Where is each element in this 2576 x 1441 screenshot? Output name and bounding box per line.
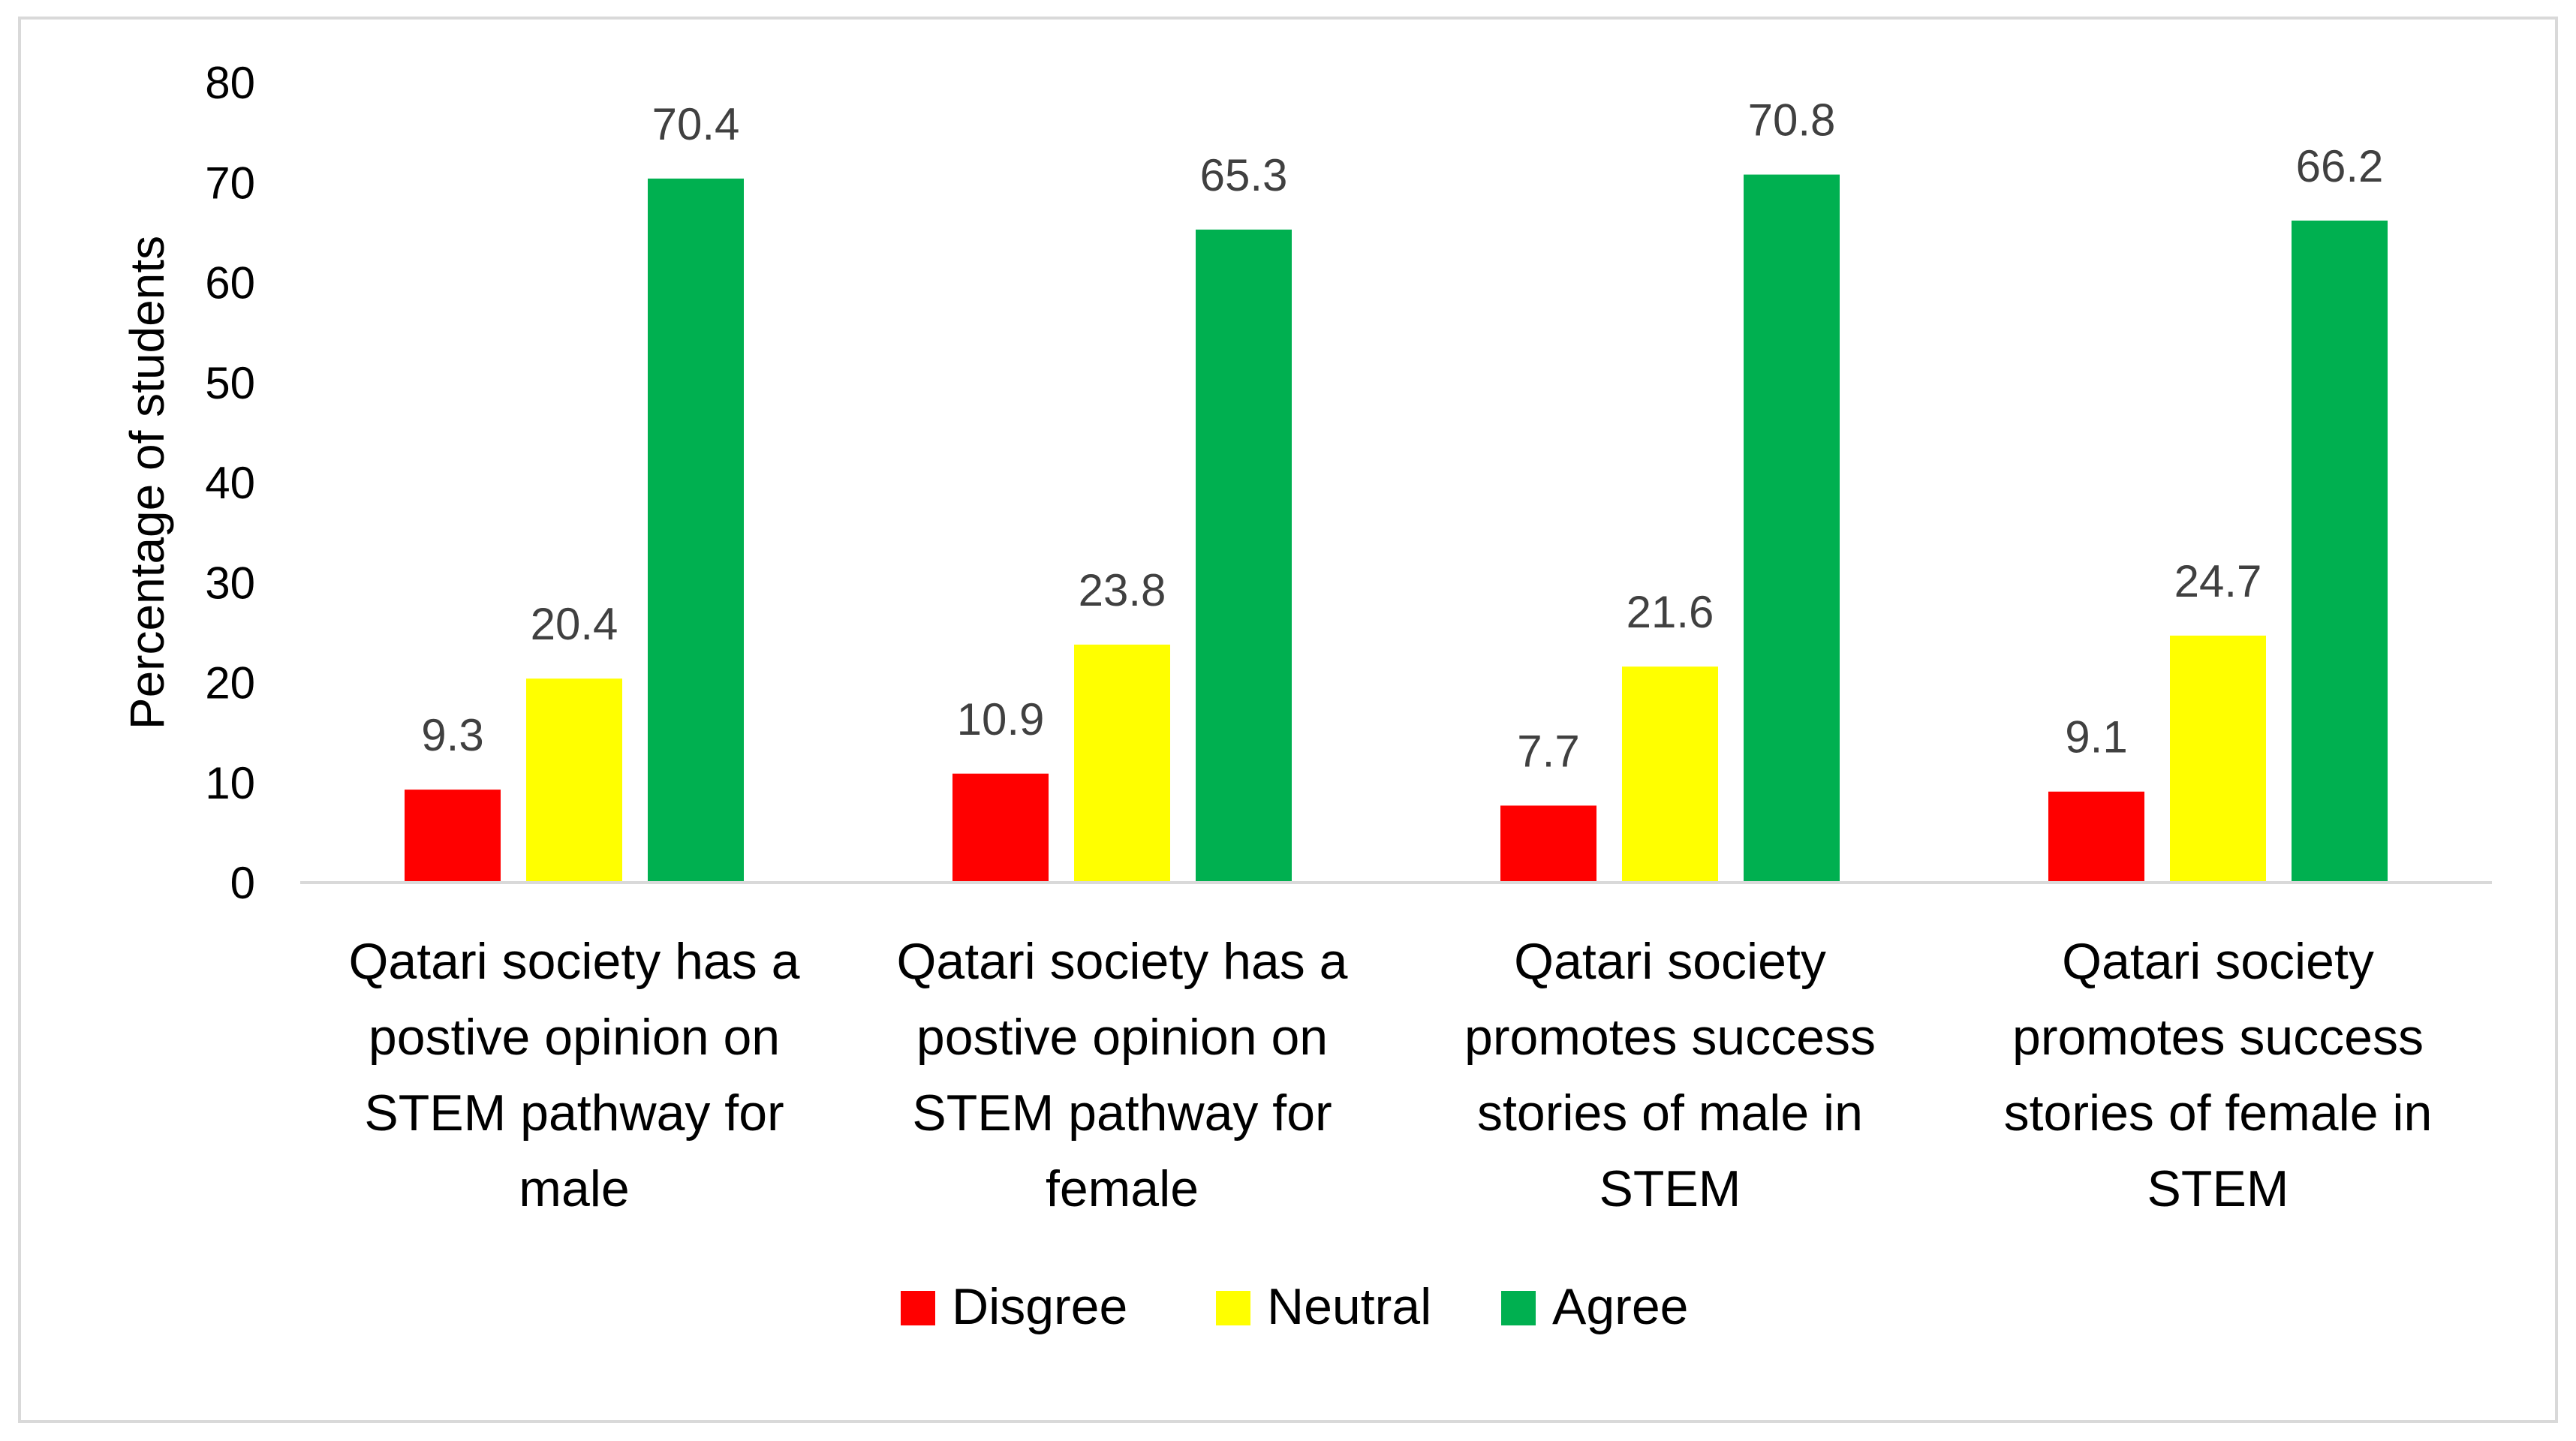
bar-disgree-3 bbox=[1500, 805, 1596, 883]
data-label-agree-4: 66.2 bbox=[2296, 141, 2384, 191]
bar-agree-3 bbox=[1744, 174, 1840, 883]
y-tick-label: 40 bbox=[205, 458, 255, 508]
category-label-2: Qatari society has a postive opinion on ST… bbox=[897, 933, 1348, 1217]
category-label-line: female bbox=[1046, 1160, 1199, 1217]
bar-agree-4 bbox=[2292, 220, 2388, 883]
bars bbox=[405, 174, 2388, 883]
bar-neutral-1 bbox=[526, 678, 622, 883]
bar-agree-1 bbox=[648, 178, 744, 883]
category-label-line: male bbox=[519, 1160, 629, 1217]
bar-neutral-3 bbox=[1622, 666, 1718, 883]
data-label-disgree-4: 9.1 bbox=[2065, 712, 2127, 763]
y-tick-label: 70 bbox=[205, 158, 255, 208]
y-tick-label: 20 bbox=[205, 658, 255, 708]
data-label-agree-3: 70.8 bbox=[1748, 95, 1836, 146]
category-label-line: promotes success bbox=[1464, 1009, 1876, 1066]
legend-swatch-agree bbox=[1501, 1291, 1536, 1325]
data-label-neutral-3: 21.6 bbox=[1627, 587, 1714, 637]
bar-neutral-2 bbox=[1074, 644, 1170, 883]
category-label-line: STEM bbox=[2147, 1160, 2289, 1217]
y-tick-label: 10 bbox=[205, 758, 255, 808]
legend-swatch-disgree bbox=[901, 1291, 935, 1325]
data-label-neutral-4: 24.7 bbox=[2174, 556, 2262, 606]
data-label-disgree-1: 9.3 bbox=[421, 710, 483, 760]
category-label-1: Qatari society has a postive opinion on ST… bbox=[349, 933, 800, 1217]
category-label-line: STEM pathway for bbox=[364, 1085, 784, 1142]
category-label-line: Qatari society bbox=[2062, 933, 2374, 990]
legend-label-agree: Agree bbox=[1552, 1278, 1688, 1335]
y-axis-title: Percentage of students bbox=[120, 236, 174, 730]
data-label-disgree-3: 7.7 bbox=[1517, 726, 1579, 776]
category-label-line: Qatari society has a bbox=[897, 933, 1348, 990]
data-label-agree-1: 70.4 bbox=[652, 99, 740, 149]
category-label-line: STEM pathway for bbox=[912, 1085, 1332, 1142]
category-label-line: postive opinion on bbox=[916, 1009, 1328, 1066]
legend-swatch-neutral bbox=[1216, 1291, 1250, 1325]
data-label-neutral-1: 20.4 bbox=[531, 599, 618, 649]
category-label-4: Qatari society promotes success stories of… bbox=[2004, 933, 2433, 1217]
y-axis-ticks: 0 10 20 30 40 50 60 70 80 bbox=[205, 58, 255, 908]
category-label-line: Qatari society has a bbox=[349, 933, 800, 990]
data-labels: 9.3 20.4 70.4 10.9 23.8 65.3 7.7 21.6 70.8 9.1 24.… bbox=[421, 95, 2383, 777]
bar-neutral-4 bbox=[2170, 635, 2266, 883]
data-label-disgree-2: 10.9 bbox=[957, 694, 1045, 745]
y-tick-label: 80 bbox=[205, 58, 255, 108]
y-tick-label: 0 bbox=[230, 858, 255, 908]
category-label-line: postive opinion on bbox=[369, 1009, 780, 1066]
category-label-line: stories of female in bbox=[2004, 1085, 2433, 1142]
legend-label-disgree: Disgree bbox=[952, 1278, 1127, 1335]
y-tick-label: 50 bbox=[205, 358, 255, 408]
category-label-line: STEM bbox=[1599, 1160, 1741, 1217]
category-labels: Qatari society has a postive opinion on ST… bbox=[349, 933, 2433, 1217]
y-tick-label: 60 bbox=[205, 258, 255, 308]
data-label-agree-2: 65.3 bbox=[1200, 150, 1288, 200]
bar-disgree-2 bbox=[952, 773, 1049, 883]
bar-agree-2 bbox=[1196, 229, 1292, 883]
bar-disgree-1 bbox=[405, 790, 501, 883]
legend-label-neutral: Neutral bbox=[1267, 1278, 1431, 1335]
category-label-line: Qatari society bbox=[1514, 933, 1826, 990]
y-tick-label: 30 bbox=[205, 558, 255, 608]
data-label-neutral-2: 23.8 bbox=[1079, 565, 1166, 615]
category-label-3: Qatari society promotes success stories of… bbox=[1464, 933, 1876, 1217]
legend: Disgree Neutral Agree bbox=[901, 1278, 1688, 1335]
bar-disgree-4 bbox=[2048, 791, 2144, 883]
category-label-line: stories of male in bbox=[1477, 1085, 1863, 1142]
category-label-line: promotes success bbox=[2012, 1009, 2424, 1066]
